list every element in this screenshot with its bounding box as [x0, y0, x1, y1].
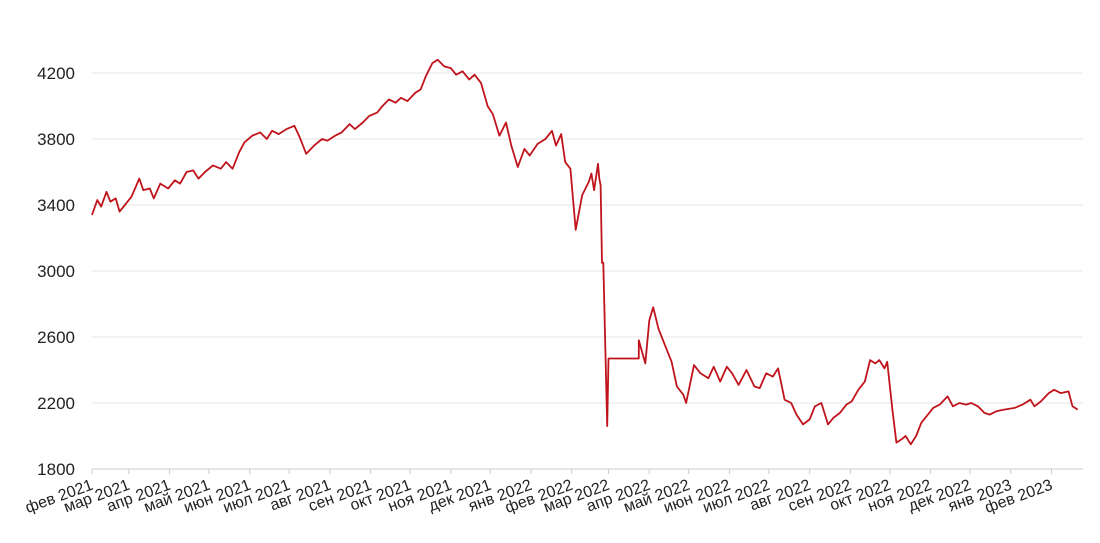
y-tick-label: 3000 [37, 262, 75, 281]
y-tick-label: 2200 [37, 394, 75, 413]
y-tick-label: 1800 [37, 460, 75, 479]
y-tick-label: 3400 [37, 196, 75, 215]
y-tick-label: 4200 [37, 64, 75, 83]
gridlines [92, 72, 1083, 470]
series-line [91, 58, 1079, 446]
y-axis: 1800 2200 2600 3000 3400 3800 4200 [37, 64, 75, 479]
y-tick-label: 3800 [37, 130, 75, 149]
y-tick-label: 2600 [37, 328, 75, 347]
